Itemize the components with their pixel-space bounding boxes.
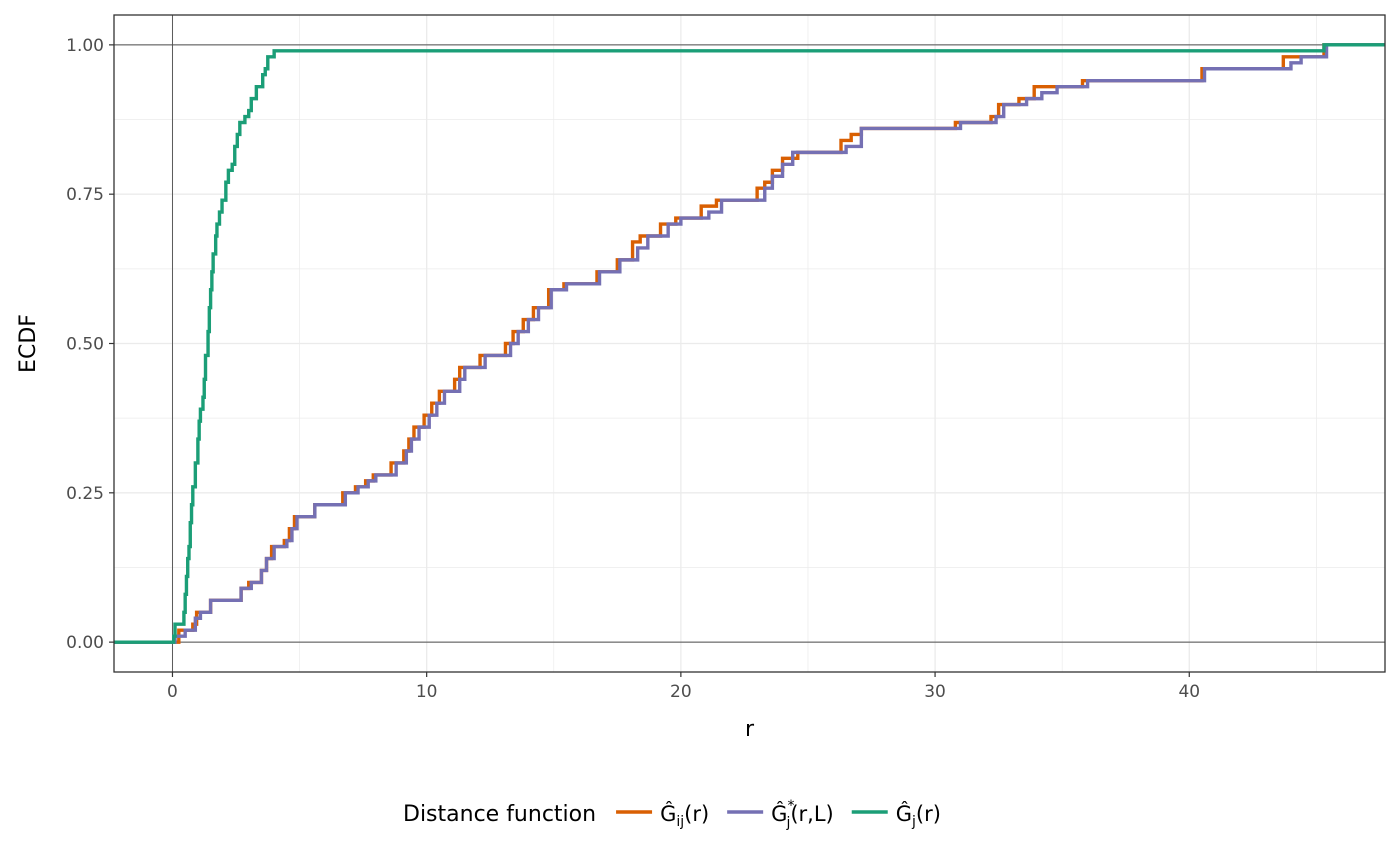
x-tick-label: 40 [1178, 682, 1200, 702]
y-axis-title: ECDF [16, 314, 41, 373]
series-line-2 [114, 43, 1385, 644]
legend: Distance function Ĝij(r) Ĝ* j(r,L) Ĝj(r) [403, 798, 941, 831]
reference-lines [114, 15, 1385, 672]
legend-label-2: Ĝ* j(r,L) [771, 798, 834, 831]
x-tick-label: 0 [167, 682, 178, 702]
y-tick-label: 0.00 [66, 633, 104, 653]
x-axis-title: r [745, 717, 755, 742]
x-tick-label: 10 [416, 682, 438, 702]
x-tick-label: 30 [924, 682, 946, 702]
series-line-3 [114, 43, 1385, 644]
y-tick-label: 0.50 [66, 335, 104, 355]
legend-label-3: Ĝj(r) [896, 801, 941, 830]
series-lines [114, 43, 1385, 644]
y-axis-ticks: 0.00 0.25 0.50 0.75 1.00 [66, 36, 114, 653]
x-tick-label: 20 [670, 682, 692, 702]
legend-title: Distance function [403, 802, 596, 827]
y-tick-label: 1.00 [66, 36, 104, 56]
grid-lines [114, 15, 1385, 672]
x-axis-ticks: 0 10 20 30 40 [167, 672, 1200, 702]
y-tick-label: 0.25 [66, 484, 104, 504]
legend-label-1: Ĝij(r) [660, 801, 709, 830]
y-tick-label: 0.75 [66, 185, 104, 205]
